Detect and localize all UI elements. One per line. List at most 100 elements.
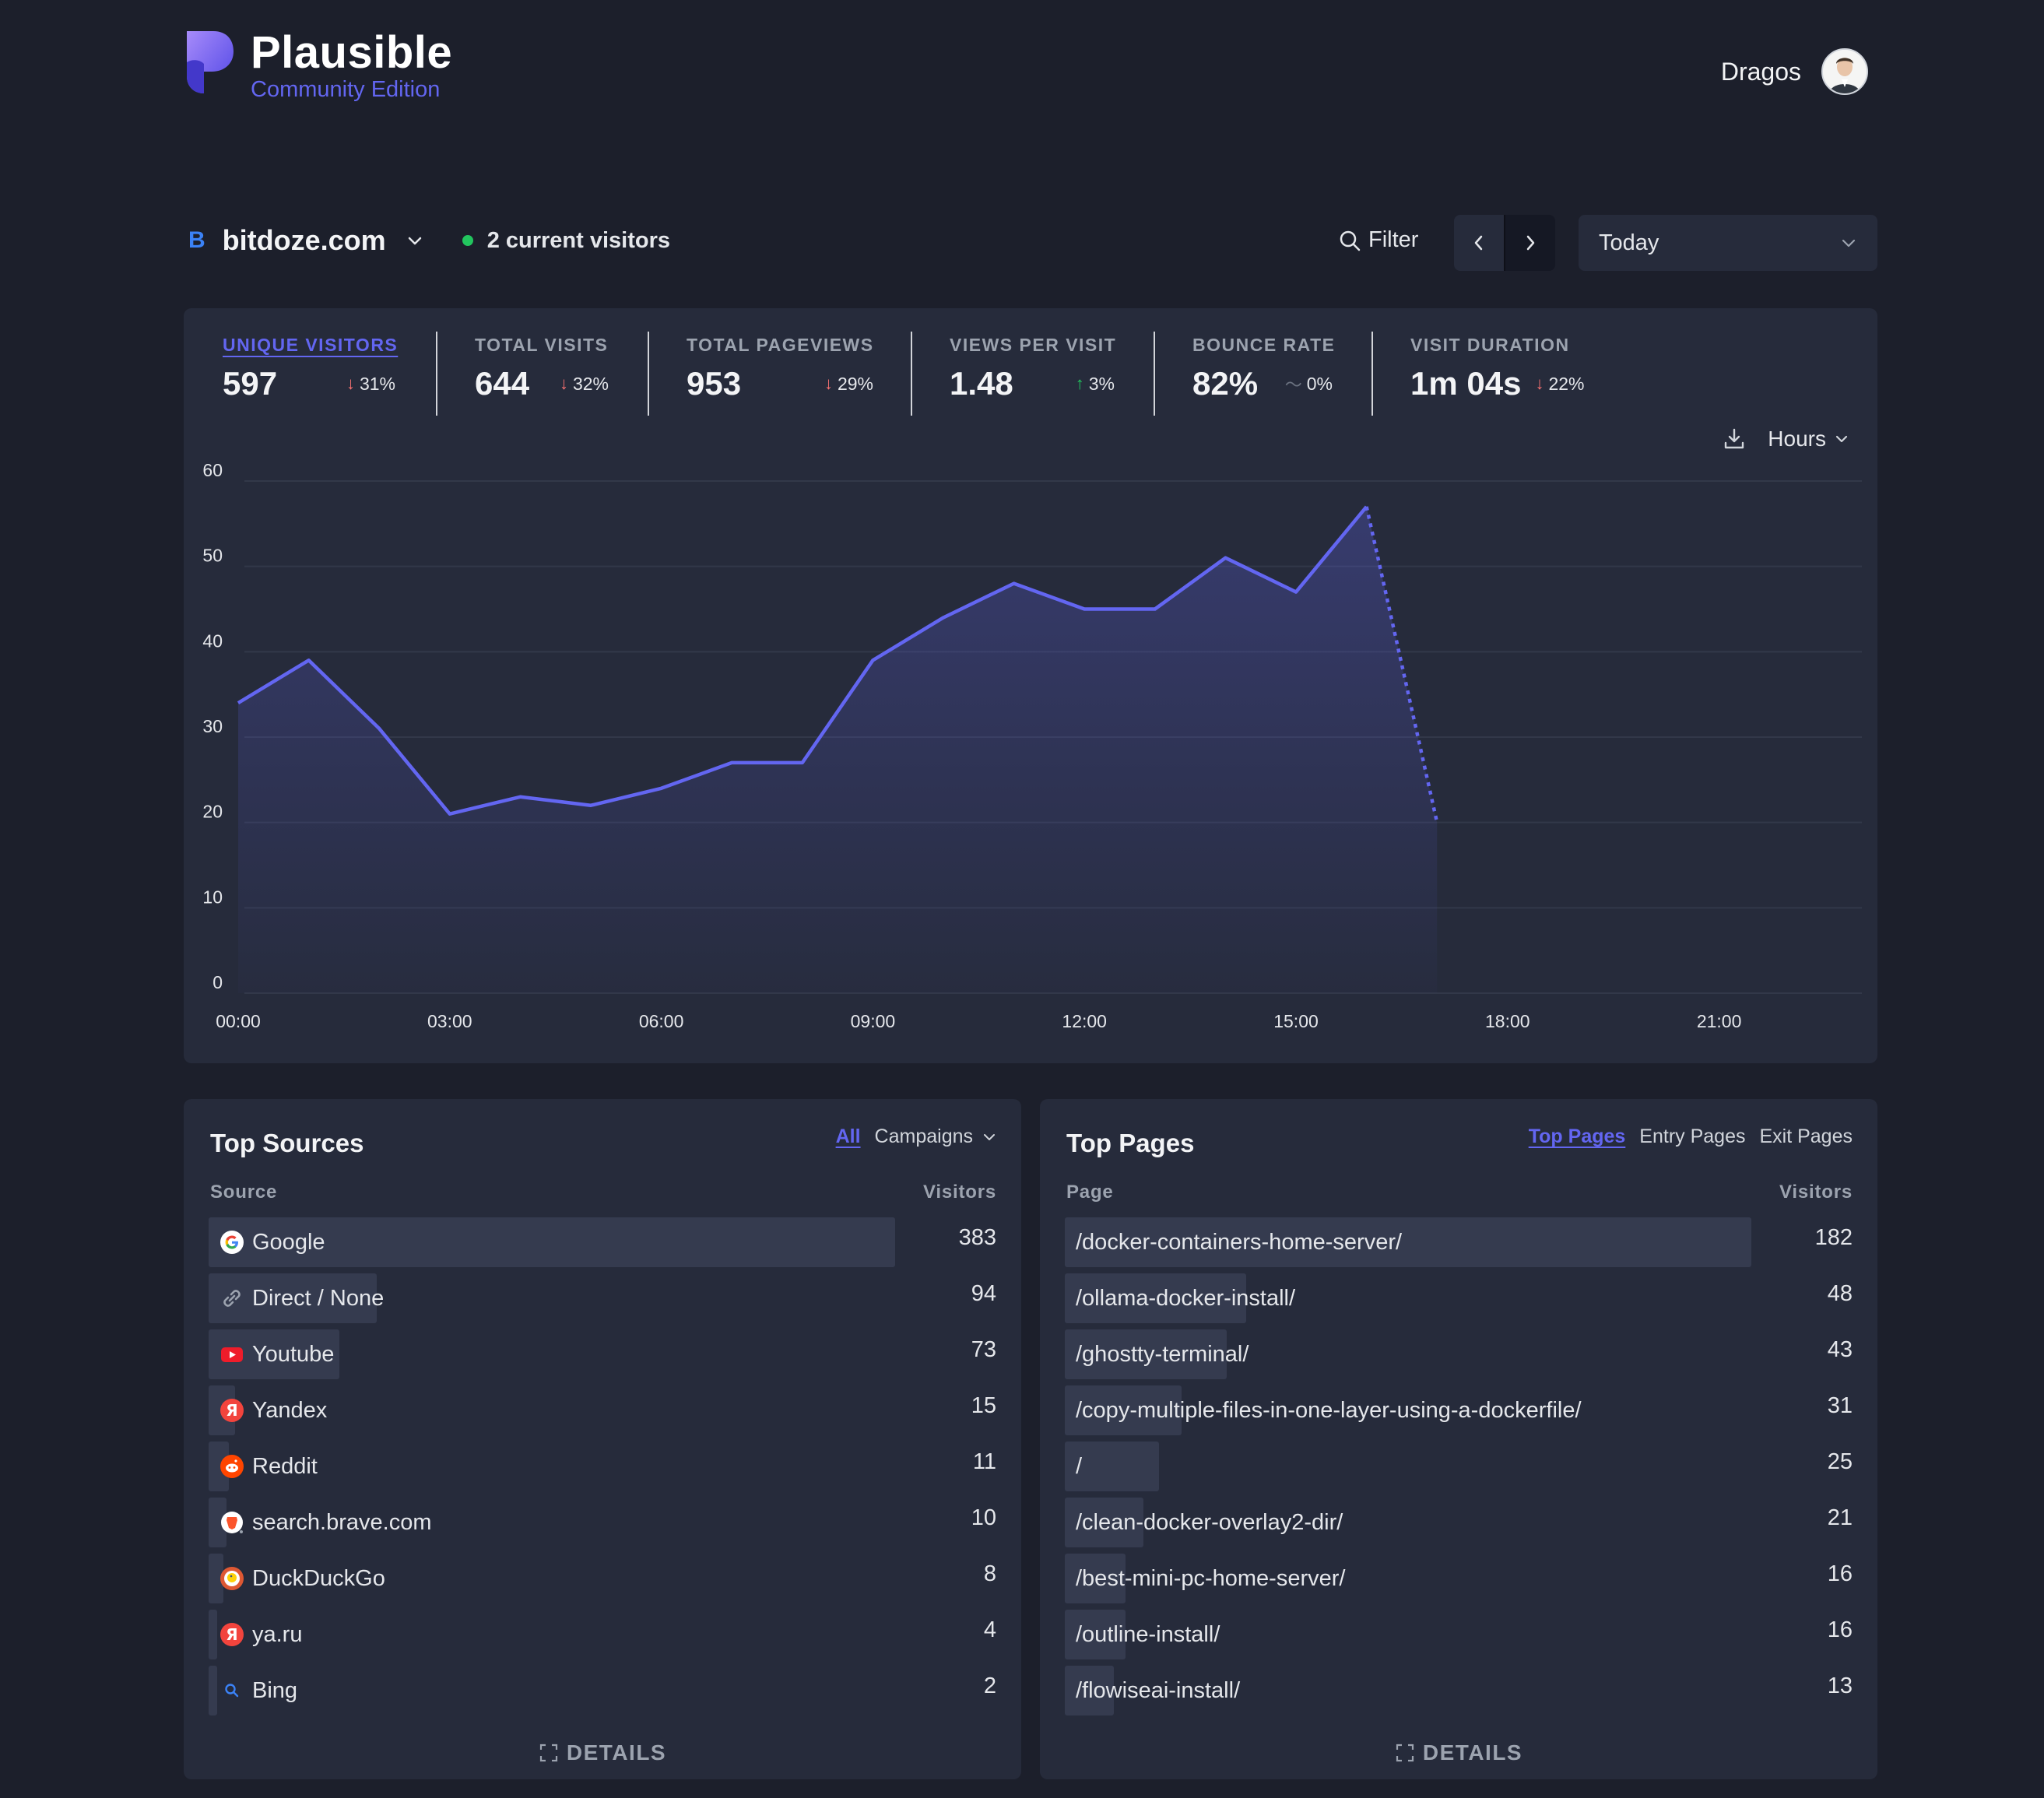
list-item-label[interactable]: Reddit — [220, 1442, 318, 1491]
brand[interactable]: Plausible Community Edition — [184, 28, 452, 103]
download-icon[interactable] — [1723, 427, 1746, 451]
list-item[interactable]: / 25 — [1065, 1442, 1853, 1491]
interval-select[interactable]: Hours — [1768, 427, 1826, 451]
list-item[interactable]: Youtube 73 — [209, 1329, 996, 1379]
list-item[interactable]: /outline-install/16 — [1065, 1610, 1853, 1659]
chevron-down-icon[interactable] — [1834, 431, 1849, 447]
list-item[interactable]: /copy-multiple-files-in-one-layer-using-… — [1065, 1385, 1853, 1435]
list-item-text: search.brave.com — [252, 1509, 432, 1535]
details-button[interactable]: DETAILS — [1040, 1740, 1877, 1765]
list-item-label[interactable]: /best-mini-pc-home-server/ — [1076, 1554, 1345, 1603]
list-item-value: 4 — [983, 1617, 996, 1642]
list-item-label[interactable]: / — [1076, 1442, 1082, 1491]
list-item-label[interactable]: Google — [220, 1217, 325, 1267]
list-item[interactable]: Reddit 11 — [209, 1442, 996, 1491]
chevron-down-icon[interactable] — [406, 232, 423, 249]
list-item[interactable]: /ghostty-terminal/43 — [1065, 1329, 1853, 1379]
list-item-label[interactable]: /outline-install/ — [1076, 1610, 1220, 1659]
stat-unique-visitors[interactable]: UNIQUE VISITORS 597 ↓ 31% — [223, 335, 397, 402]
list-item-label[interactable]: /copy-multiple-files-in-one-layer-using-… — [1076, 1385, 1582, 1435]
list-item[interactable]: Google 383 — [209, 1217, 996, 1267]
stat-label: TOTAL VISITS — [475, 335, 609, 355]
list-item[interactable]: /flowiseai-install/13 — [1065, 1666, 1853, 1715]
avatar[interactable] — [1821, 48, 1868, 95]
list-item-value: 182 — [1814, 1224, 1853, 1250]
share-bar — [1065, 1610, 1126, 1659]
list-item[interactable]: /docker-containers-home-server/182 — [1065, 1217, 1853, 1267]
share-bar — [1065, 1498, 1144, 1547]
tab-top-pages[interactable]: Top Pages — [1528, 1126, 1626, 1147]
list-item[interactable]: /ollama-docker-install/48 — [1065, 1273, 1853, 1323]
list-item-label[interactable]: /flowiseai-install/ — [1076, 1666, 1240, 1715]
list-item-label[interactable]: /ghostty-terminal/ — [1076, 1329, 1249, 1379]
share-bar — [1065, 1273, 1246, 1323]
tab-exit-pages[interactable]: Exit Pages — [1759, 1126, 1853, 1147]
list-item-value: 16 — [1827, 1561, 1853, 1586]
list-item[interactable]: Я Yandex 15 — [209, 1385, 996, 1435]
list-item-label[interactable]: /ollama-docker-install/ — [1076, 1273, 1295, 1323]
data-point — [729, 760, 734, 765]
expand-icon — [539, 1744, 557, 1762]
bing-search-icon — [220, 1678, 244, 1703]
stat-change-value: 22% — [1548, 373, 1585, 394]
plausible-logo-icon — [187, 31, 234, 93]
list-item-label[interactable]: /clean-docker-overlay2-dir/ — [1076, 1498, 1343, 1547]
list-item[interactable]: DuckDuckGo 8 — [209, 1554, 996, 1603]
tab-entry-pages[interactable]: Entry Pages — [1639, 1126, 1746, 1147]
list-item[interactable]: search.brave.com 10 — [209, 1498, 996, 1547]
details-button[interactable]: DETAILS — [184, 1740, 1021, 1765]
previous-period-button[interactable] — [1454, 215, 1504, 271]
details-label: DETAILS — [1422, 1740, 1523, 1765]
list-item-label[interactable]: DuckDuckGo — [220, 1554, 385, 1603]
data-point — [941, 615, 946, 620]
list-item-value: 94 — [971, 1280, 996, 1306]
list-item[interactable]: /best-mini-pc-home-server/16 — [1065, 1554, 1853, 1603]
site-switcher[interactable]: B bitdoze.com 2 current visitors — [188, 224, 670, 257]
stat-change-value: 31% — [359, 373, 395, 394]
list-item-value: 48 — [1827, 1280, 1853, 1306]
stat-visit-duration[interactable]: VISIT DURATION 1m 04s ↓ 22% — [1410, 335, 1589, 402]
filter-button[interactable]: Filter — [1339, 227, 1418, 253]
arrow-down-icon: ↓ — [346, 374, 355, 393]
list-item-text: ya.ru — [252, 1621, 303, 1647]
x-tick-label: 03:00 — [427, 1011, 472, 1031]
stat-bounce-rate[interactable]: BOUNCE RATE 82% 〜 0% — [1192, 335, 1334, 402]
list-item[interactable]: /clean-docker-overlay2-dir/21 — [1065, 1498, 1853, 1547]
list-item-label[interactable]: Я Yandex — [220, 1385, 327, 1435]
list-item-label[interactable]: Bing — [220, 1666, 297, 1715]
arrow-down-icon: ↓ — [559, 374, 568, 393]
share-bar — [209, 1554, 223, 1603]
brave-icon — [220, 1510, 244, 1535]
site-domain[interactable]: bitdoze.com — [222, 224, 386, 256]
user-menu[interactable]: Dragos — [1721, 48, 1868, 95]
data-point — [1082, 607, 1087, 612]
stat-total-pageviews[interactable]: TOTAL PAGEVIEWS 953 ↓ 29% — [687, 335, 873, 402]
link-icon — [220, 1286, 244, 1311]
list-item[interactable]: Bing 2 — [209, 1666, 996, 1715]
list-item-text: Direct / None — [252, 1285, 385, 1311]
stat-views-per-visit[interactable]: VIEWS PER VISIT 1.48 ↑ 3% — [950, 335, 1115, 402]
list-item-text: Youtube — [252, 1341, 335, 1367]
date-range-picker[interactable]: Today — [1579, 215, 1877, 271]
data-point — [377, 726, 381, 731]
list-item[interactable]: Direct / None 94 — [209, 1273, 996, 1323]
tab-campaigns[interactable]: Campaigns — [874, 1126, 973, 1147]
list-item-label[interactable]: search.brave.com — [220, 1498, 432, 1547]
tab-all[interactable]: All — [835, 1126, 861, 1147]
chevron-down-icon[interactable] — [982, 1130, 996, 1144]
series-line — [237, 505, 1368, 816]
list-item-label[interactable]: Direct / None — [220, 1273, 384, 1323]
arrow-down-icon: ↓ — [824, 374, 833, 393]
current-visitors[interactable]: 2 current visitors — [462, 228, 670, 254]
stat-change-value: 0% — [1306, 373, 1333, 394]
list-item-label[interactable]: Youtube — [220, 1329, 334, 1379]
list-item-label[interactable]: /docker-containers-home-server/ — [1076, 1217, 1402, 1267]
list-item-text: Reddit — [252, 1453, 318, 1479]
list-item-value: 2 — [983, 1673, 996, 1698]
y-tick-label: 40 — [202, 630, 223, 651]
yandex-icon: Я — [220, 1622, 244, 1647]
stat-total-visits[interactable]: TOTAL VISITS 644 ↓ 32% — [475, 335, 609, 402]
next-period-button[interactable] — [1504, 215, 1555, 271]
